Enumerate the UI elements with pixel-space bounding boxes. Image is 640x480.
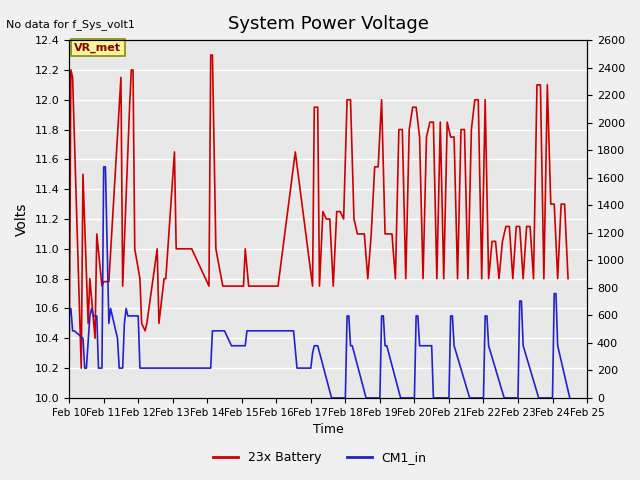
23x Battery — [564, 276, 572, 282]
Title: System Power Voltage: System Power Voltage — [228, 15, 429, 33]
Text: No data for f_Sys_volt1: No data for f_Sys_volt1 — [6, 19, 135, 30]
23x Battery — [481, 97, 489, 103]
CM1_in — [566, 395, 573, 401]
CM1_in — [182, 365, 190, 371]
23x Battery — [160, 276, 168, 282]
Text: VR_met: VR_met — [74, 43, 122, 53]
CM1_in — [538, 395, 546, 401]
Y-axis label: Volts: Volts — [15, 203, 29, 236]
23x Battery — [65, 365, 73, 371]
Line: 23x Battery: 23x Battery — [69, 55, 568, 368]
CM1_in — [65, 313, 73, 319]
23x Battery — [385, 231, 392, 237]
CM1_in — [447, 313, 454, 319]
23x Battery — [207, 52, 214, 58]
23x Battery — [440, 276, 447, 282]
CM1_in — [416, 343, 424, 348]
X-axis label: Time: Time — [313, 423, 344, 436]
Line: CM1_in: CM1_in — [69, 167, 570, 398]
CM1_in — [516, 298, 524, 304]
CM1_in — [100, 164, 108, 170]
CM1_in — [469, 395, 477, 401]
Legend: 23x Battery, CM1_in: 23x Battery, CM1_in — [208, 446, 432, 469]
CM1_in — [328, 395, 335, 401]
23x Battery — [554, 276, 561, 282]
23x Battery — [188, 246, 196, 252]
